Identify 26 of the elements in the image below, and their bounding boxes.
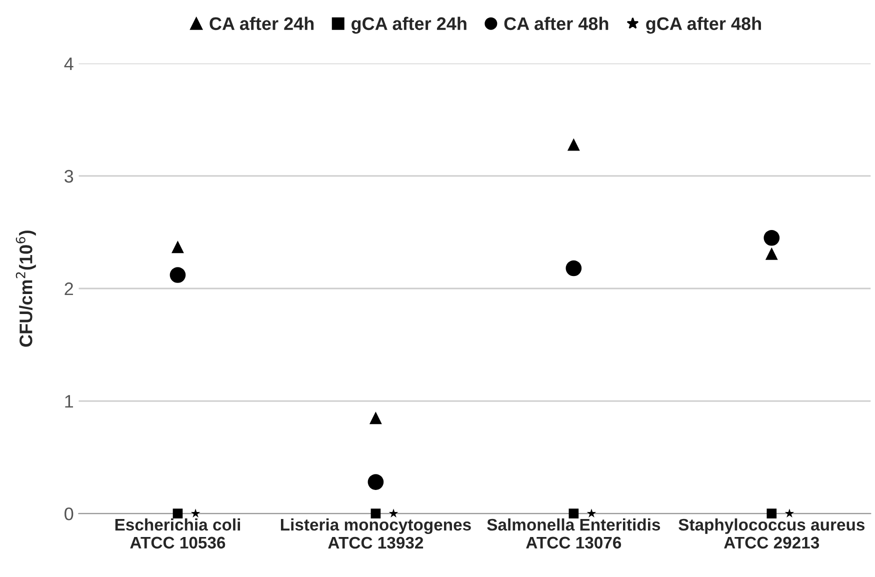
- point: [370, 508, 381, 518]
- point: [764, 230, 780, 246]
- point: [172, 508, 183, 518]
- point: [766, 508, 777, 518]
- x-tick-label: Salmonella Enteritidis ATCC 13076: [487, 518, 660, 549]
- point: [368, 474, 384, 490]
- x-tick-label: Listeria monocytogenes ATCC 13932: [280, 518, 471, 549]
- y-tick-label: 4: [64, 58, 74, 70]
- point: [566, 260, 582, 276]
- point: [567, 138, 580, 151]
- x-tick-label: Staphylococcus aureus ATCC 29213: [678, 518, 865, 549]
- point: [369, 412, 382, 424]
- legend-label: gCA after 24h: [352, 16, 466, 34]
- point: [172, 240, 184, 254]
- legend-label: gCA after 48h: [646, 16, 761, 34]
- y-axis-title: CFU/cm$^{2}$(10$^{6}$): [16, 230, 36, 347]
- x-tick-label: Escherichia coli ATCC 10536: [115, 518, 240, 549]
- y-tick-label: 2: [64, 282, 73, 296]
- legend-label: CA after 48h: [504, 16, 608, 30]
- legend-label: CA after 24h: [210, 16, 314, 30]
- y-tick-label: 1: [65, 395, 74, 408]
- point: [568, 508, 579, 518]
- y-tick-label: 0: [64, 507, 74, 520]
- point: [170, 267, 186, 283]
- y-tick-label: 3: [64, 170, 74, 183]
- point: [765, 247, 778, 260]
